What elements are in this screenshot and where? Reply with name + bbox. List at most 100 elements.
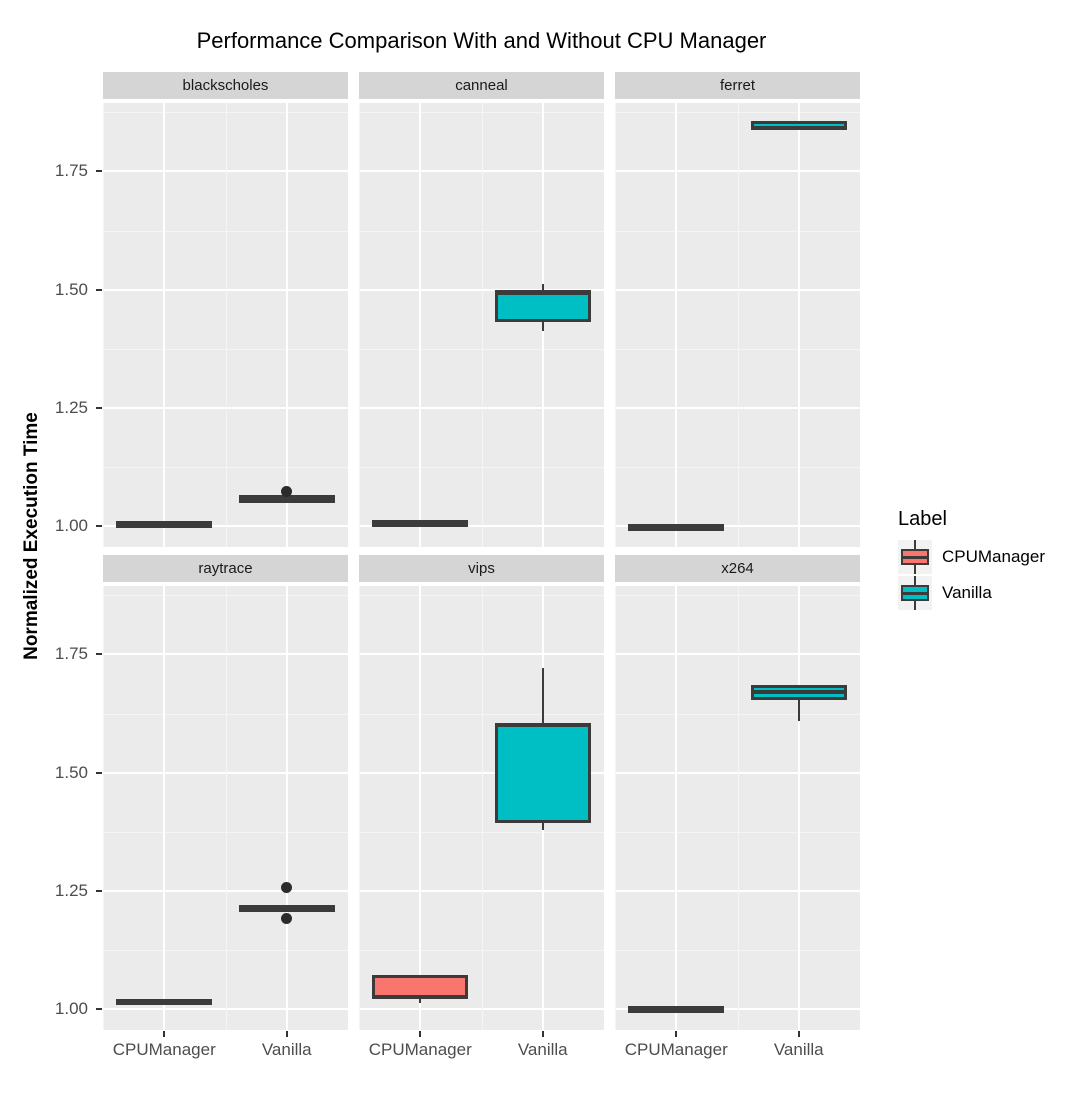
facet-grid: blackscholes canneal ferret raytrace vips x26… — [103, 72, 860, 1038]
median-line — [238, 495, 335, 500]
vgridline-major — [675, 103, 678, 547]
vgridline-minor — [103, 586, 104, 1030]
x-axis-tick-label: CPUManager — [112, 1040, 216, 1059]
y-axis-tick — [96, 1007, 102, 1010]
vgridline-minor — [103, 103, 104, 547]
plot-area-raytrace — [103, 586, 348, 1030]
plot-area-canneal — [359, 103, 604, 547]
y-axis-tick — [96, 170, 102, 173]
y-axis-tick-label: 1.25 — [54, 880, 88, 900]
legend-title: Label — [898, 508, 947, 530]
median-line — [116, 520, 213, 525]
whisker-upper — [541, 283, 544, 290]
facet-strip-label: raytrace — [198, 560, 253, 577]
facet-panel-raytrace: raytrace — [103, 555, 348, 1030]
x-axis-tick — [541, 1031, 544, 1037]
vgridline-major — [163, 586, 166, 1030]
whisker-lower — [797, 700, 800, 721]
page-title: Performance Comparison With and Without … — [196, 28, 767, 53]
legend-median-line — [901, 592, 929, 595]
x-axis-tick — [675, 1031, 678, 1037]
whisker-lower — [541, 321, 544, 332]
facet-strip-label: canneal — [455, 77, 508, 94]
median-line — [494, 723, 591, 728]
plot-area-blackscholes — [103, 103, 348, 547]
vgridline-minor — [225, 103, 227, 547]
facet-panel-ferret: ferret — [615, 72, 860, 547]
facet-strip-label: blackscholes — [182, 77, 269, 94]
legend-entry-cpumanager[interactable]: CPUManager — [898, 539, 1073, 575]
x-axis-tick-label: Vanilla — [261, 1040, 312, 1059]
outlier-point — [281, 882, 293, 894]
x-axis-tick — [797, 1031, 800, 1037]
vgridline-minor — [737, 586, 739, 1030]
facet-strip-blackscholes: blackscholes — [103, 72, 348, 99]
median-line — [628, 523, 725, 528]
outlier-point — [281, 912, 293, 924]
vgridline-major — [285, 586, 288, 1030]
x-axis-tick-label: Vanilla — [517, 1040, 568, 1059]
boxplot-vips-vanilla[interactable] — [494, 724, 591, 824]
median-line — [628, 1006, 725, 1011]
x-axis-tick — [419, 1031, 422, 1037]
legend-key-icon — [898, 576, 932, 610]
legend-key-icon — [898, 540, 932, 574]
plot-area-ferret — [615, 103, 860, 547]
y-axis-tick-label: 1.75 — [54, 161, 88, 181]
legend-label: Vanilla — [942, 583, 992, 602]
vgridline-major — [675, 586, 678, 1030]
x-axis-tick-label: CPUManager — [624, 1040, 728, 1059]
vgridline-major — [285, 103, 288, 547]
legend: Label CPUManager Vanilla — [898, 508, 1073, 611]
legend-entry-vanilla[interactable]: Vanilla — [898, 575, 1073, 611]
y-axis-tick — [96, 889, 102, 892]
vgridline-minor — [615, 103, 616, 547]
facet-strip-label: vips — [468, 560, 495, 577]
vgridline-minor — [359, 586, 360, 1030]
y-axis-tick-label: 1.50 — [54, 279, 88, 299]
facet-strip-ferret: ferret — [615, 72, 860, 99]
y-axis-tick-label: 1.75 — [54, 644, 88, 664]
legend-median-line — [901, 556, 929, 559]
vgridline-minor — [225, 586, 227, 1030]
y-axis-tick — [96, 653, 102, 656]
median-line — [372, 995, 469, 1000]
x-axis-tick-label: Vanilla — [773, 1040, 824, 1059]
legend-label: CPUManager — [942, 547, 1045, 566]
whisker-lower — [419, 998, 422, 1004]
facet-strip-label: x264 — [721, 560, 754, 577]
facet-panel-canneal: canneal — [359, 72, 604, 547]
legend-whisker-bottom — [914, 565, 916, 574]
x-axis-tick-label: CPUManager — [368, 1040, 472, 1059]
median-line — [750, 126, 847, 131]
y-axis-tick-label: 1.00 — [54, 998, 88, 1018]
legend-whisker-top — [914, 576, 916, 585]
y-axis-tick — [96, 288, 102, 291]
vgridline-minor — [615, 586, 616, 1030]
legend-whisker-top — [914, 540, 916, 549]
vgridline-minor — [359, 103, 360, 547]
median-line — [116, 999, 213, 1004]
y-axis-tick — [96, 524, 102, 527]
plot-area-x264 — [615, 586, 860, 1030]
legend-entries: CPUManager Vanilla — [898, 539, 1073, 611]
vgridline-minor — [481, 103, 483, 547]
vgridline-major — [797, 586, 800, 1030]
facet-panel-x264: x264 — [615, 555, 860, 1030]
facet-row: blackscholes canneal ferret — [103, 72, 860, 547]
facet-strip-x264: x264 — [615, 555, 860, 582]
facet-panel-blackscholes: blackscholes — [103, 72, 348, 547]
y-axis-tick-label: 1.25 — [54, 397, 88, 417]
vgridline-major — [797, 103, 800, 547]
median-line — [750, 690, 847, 695]
facet-row: raytrace vips x264 — [103, 555, 860, 1030]
plot-area-vips — [359, 586, 604, 1030]
vgridline-minor — [481, 586, 483, 1030]
vgridline-major — [419, 586, 422, 1030]
vgridline-major — [163, 103, 166, 547]
median-line — [238, 904, 335, 909]
y-axis-tick — [96, 771, 102, 774]
median-line — [494, 290, 591, 295]
y-axis-tick — [96, 406, 102, 409]
